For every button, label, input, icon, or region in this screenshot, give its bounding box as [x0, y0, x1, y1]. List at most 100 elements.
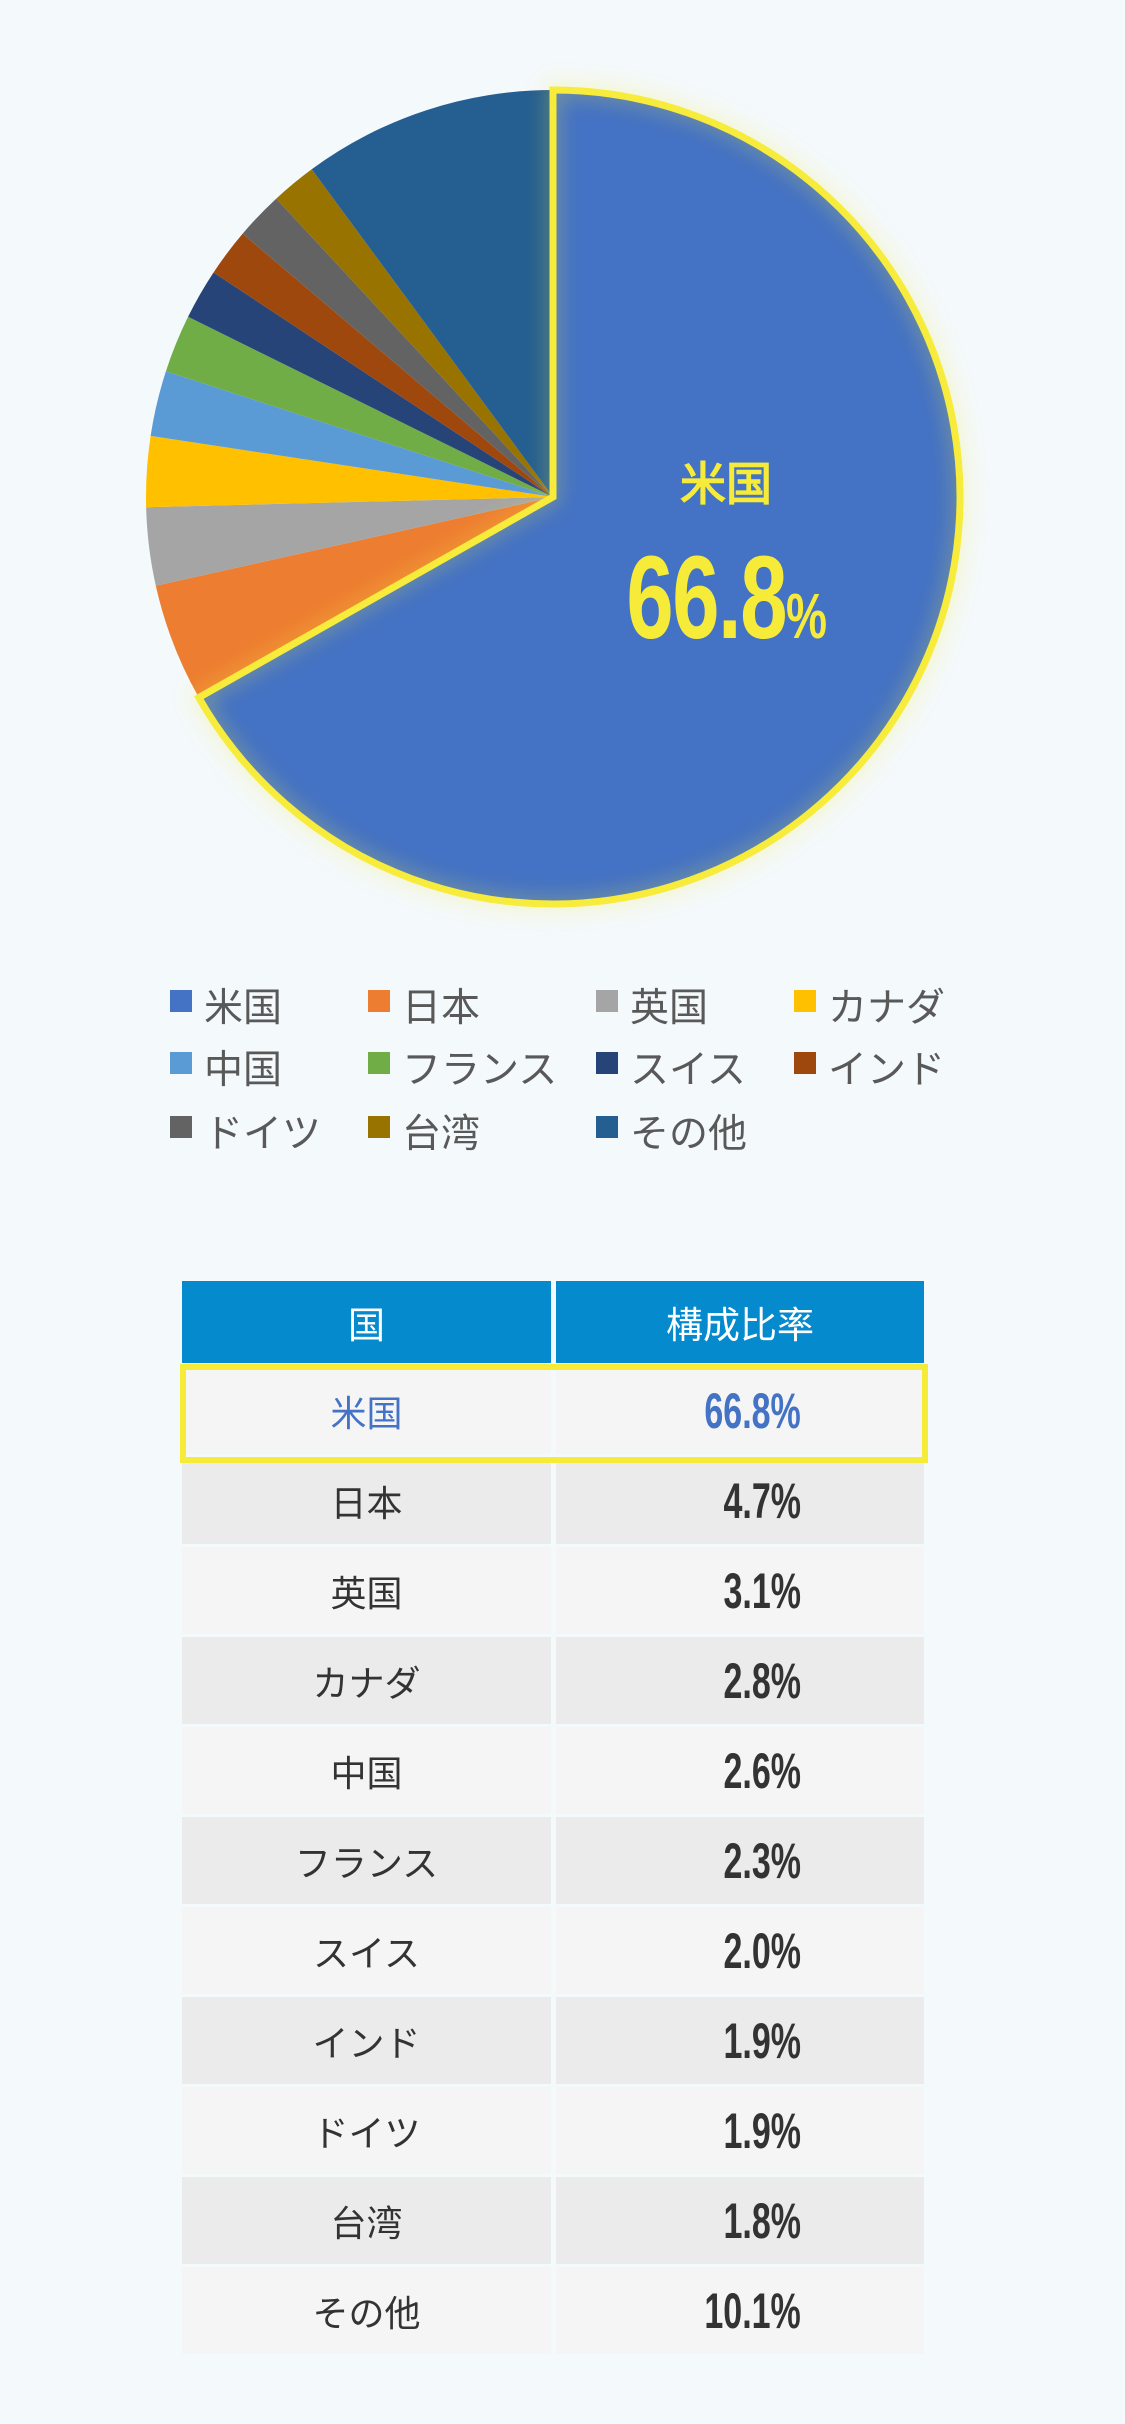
header-ratio-label: 構成比率 [666, 1304, 814, 1347]
legend-item: 台湾 [368, 1106, 481, 1157]
legend-swatch [794, 1052, 816, 1074]
pie-slice-4 [150, 371, 553, 497]
country-name: 日本 [330, 1483, 403, 1525]
country-cell: 英国 [182, 1547, 551, 1634]
ratio-value: 2.0% [723, 1922, 801, 1979]
legend-swatch [170, 1116, 192, 1138]
ratio-value: 3.1% [723, 1562, 801, 1619]
country-name: インド [312, 2023, 421, 2065]
composition-table: 国 構成比率 米国 66.8% 日本 4.7% 英国 3.1% カナダ 2.8% 中国 2.6% フ… [182, 1281, 924, 2357]
ratio-cell: 1.9% [556, 1997, 924, 2084]
table-header: 国 構成比率 [182, 1281, 924, 1363]
country-cell: カナダ [182, 1637, 551, 1724]
pie-slice-10 [311, 90, 553, 497]
legend-swatch [596, 1116, 618, 1138]
pie-slice-5 [165, 316, 554, 497]
ratio-cell: 2.0% [556, 1907, 924, 1994]
country-cell: 米国 [182, 1367, 551, 1454]
ratio-value: 1.9% [723, 2012, 801, 2069]
legend-item: ドイツ [170, 1106, 322, 1157]
ratio-value: 1.9% [723, 2102, 801, 2159]
country-cell: その他 [182, 2267, 551, 2354]
table-row: 中国 2.6% [182, 1727, 924, 1814]
country-name: 中国 [330, 1753, 403, 1795]
highlight-number: 66.8 [626, 532, 787, 664]
pie-slice-1 [155, 497, 553, 698]
legend-label: インド [828, 1048, 946, 1093]
ratio-value: 2.6% [723, 1742, 801, 1799]
pie-slice-8 [242, 198, 553, 498]
legend-item: 英国 [596, 980, 708, 1031]
ratio-value: 10.1% [704, 2282, 801, 2339]
legend-swatch [368, 1116, 390, 1138]
ratio-value: 66.8% [704, 1382, 801, 1439]
legend-swatch [368, 990, 390, 1012]
country-name: 英国 [330, 1573, 403, 1615]
pie-chart [146, 86, 964, 908]
pie-slice-0 [198, 90, 960, 904]
header-country: 国 [182, 1281, 551, 1363]
legend-item: 中国 [170, 1042, 283, 1093]
country-name: ドイツ [312, 2113, 421, 2155]
country-cell: フランス [182, 1817, 551, 1904]
ratio-cell: 4.7% [556, 1457, 924, 1544]
table-row: 英国 3.1% [182, 1547, 924, 1634]
pie-slice-3 [146, 435, 553, 508]
country-cell: ドイツ [182, 2087, 551, 2174]
country-cell: インド [182, 1997, 551, 2084]
legend-label: ドイツ [204, 1112, 322, 1157]
legend-label: その他 [630, 1112, 748, 1157]
legend-label: フランス [402, 1048, 558, 1093]
header-ratio: 構成比率 [556, 1281, 924, 1363]
legend-label: 台湾 [402, 1112, 481, 1157]
legend-swatch [596, 1052, 618, 1074]
country-cell: 日本 [182, 1457, 551, 1544]
country-cell: スイス [182, 1907, 551, 1994]
legend-label: カナダ [828, 986, 946, 1031]
legend-label: 中国 [204, 1048, 283, 1093]
ratio-cell: 2.3% [556, 1817, 924, 1904]
ratio-cell: 1.9% [556, 2087, 924, 2174]
legend-item: カナダ [794, 980, 946, 1031]
country-name: 台湾 [330, 2203, 403, 2245]
table-row: 台湾 1.8% [182, 2177, 924, 2264]
legend-swatch [596, 990, 618, 1012]
pie-slice-6 [188, 272, 554, 497]
legend-item: その他 [596, 1106, 748, 1157]
pie-slice-2 [146, 497, 553, 586]
ratio-cell: 66.8% [556, 1367, 924, 1454]
legend-item: スイス [596, 1042, 746, 1093]
legend-swatch [794, 990, 816, 1012]
pie-slice-9 [276, 169, 553, 497]
legend-item: フランス [368, 1042, 558, 1093]
highlight-unit: % [786, 580, 827, 652]
ratio-cell: 1.8% [556, 2177, 924, 2264]
ratio-value: 2.3% [723, 1832, 801, 1889]
legend-swatch [170, 1052, 192, 1074]
ratio-cell: 3.1% [556, 1547, 924, 1634]
table-row: フランス 2.3% [182, 1817, 924, 1904]
table-row: 米国 66.8% [182, 1367, 924, 1454]
country-name: その他 [312, 2293, 421, 2335]
ratio-cell: 2.6% [556, 1727, 924, 1814]
legend-label: スイス [630, 1048, 746, 1093]
ratio-cell: 10.1% [556, 2267, 924, 2354]
highlight-label: 米国 [680, 458, 772, 510]
table-row: インド 1.9% [182, 1997, 924, 2084]
pie-slice-7 [213, 233, 553, 497]
legend-item: インド [794, 1042, 946, 1093]
highlight-slice-outline [194, 86, 964, 908]
legend-item: 日本 [368, 980, 480, 1031]
country-name: スイス [313, 1933, 420, 1975]
table-row: スイス 2.0% [182, 1907, 924, 1994]
country-name: 米国 [330, 1393, 403, 1435]
table-row: カナダ 2.8% [182, 1637, 924, 1724]
ratio-value: 4.7% [723, 1472, 801, 1529]
legend-swatch [170, 990, 192, 1012]
table-row: その他 10.1% [182, 2267, 924, 2354]
ratio-cell: 2.8% [556, 1637, 924, 1724]
highlight-value: 66.8% [604, 530, 849, 666]
country-cell: 台湾 [182, 2177, 551, 2264]
country-name: フランス [294, 1843, 439, 1885]
table-row: 日本 4.7% [182, 1457, 924, 1544]
